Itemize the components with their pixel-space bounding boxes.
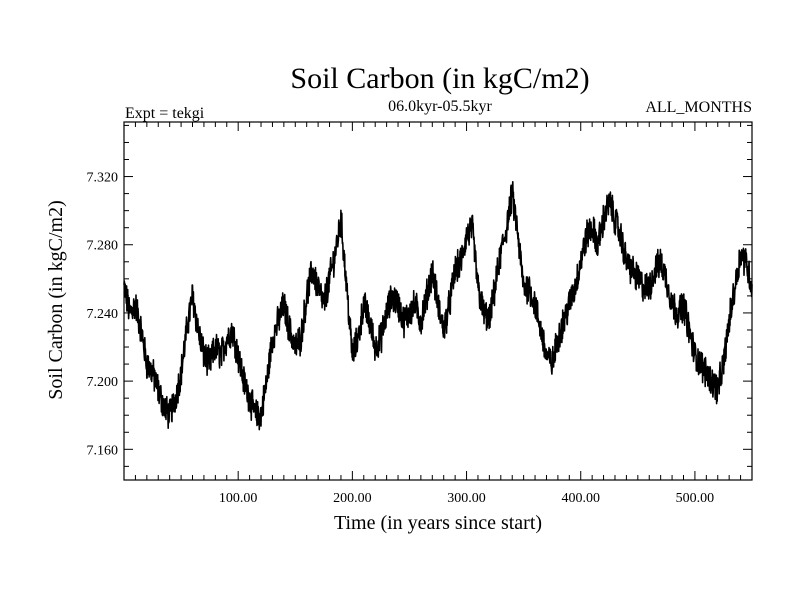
y-tick-label: 7.160 (87, 443, 119, 458)
series-line (123, 181, 753, 431)
y-tick-label: 7.280 (87, 239, 119, 254)
plot-area (123, 181, 753, 431)
y-tick-label: 7.320 (87, 171, 119, 186)
months-label: ALL_MONTHS (645, 99, 752, 116)
chart-title: Soil Carbon (in kgC/m2) (290, 62, 589, 95)
y-tick-label: 7.240 (87, 307, 119, 322)
chart-subtitle: 06.0kyr-05.5kyr (388, 98, 492, 115)
x-tick-label: 200.00 (333, 491, 372, 506)
x-tick-label: 300.00 (447, 491, 486, 506)
y-tick-label: 7.200 (87, 375, 119, 390)
x-tick-label: 400.00 (561, 491, 600, 506)
axis-ticks: 100.00 200.00 300.00 400.00 500.00 7.160 7.200… (87, 122, 753, 506)
x-axis-label: Time (in years since start) (334, 512, 542, 534)
x-tick-label: 500.00 (676, 491, 715, 506)
y-axis-label: Soil Carbon (in kgC/m2) (45, 200, 67, 399)
plot-frame (123, 121, 753, 481)
expt-label: Expt = tekgi (125, 105, 205, 122)
x-tick-label: 100.00 (219, 491, 258, 506)
